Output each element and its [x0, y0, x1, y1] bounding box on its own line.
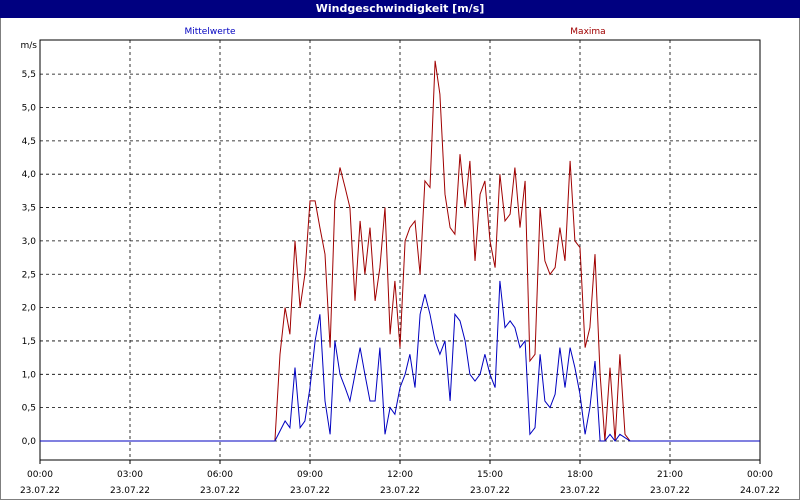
y-tick-label: 0,5	[22, 404, 36, 414]
y-tick-label: 4,0	[22, 170, 37, 180]
labels: 0,0 0,5 1,0 1,5 2,0 2,5 3,0 3,5 4,0 4,5 5,0 5,5 m/s 0…	[20, 27, 780, 496]
y-tick-label: 5,5	[22, 70, 36, 80]
x-tick-time: 06:00	[207, 470, 233, 480]
y-tick-label: 3,5	[22, 204, 36, 214]
chart-title: Windgeschwindigkeit [m/s]	[0, 0, 800, 18]
x-tick-date: 23.07.22	[560, 486, 600, 496]
y-tick-label: 3,0	[22, 237, 37, 247]
x-tick-time: 12:00	[387, 470, 413, 480]
y-tick-label: 5,0	[22, 104, 37, 114]
x-tick-date: 23.07.22	[380, 486, 420, 496]
x-tick-date: 24.07.22	[740, 486, 780, 496]
x-tick-time: 00:00	[27, 470, 53, 480]
x-tick-time: 09:00	[297, 470, 323, 480]
x-tick-time: 03:00	[117, 470, 143, 480]
y-tick-label: 0,0	[22, 437, 37, 447]
x-tick-time: 21:00	[657, 470, 683, 480]
x-tick-time: 18:00	[567, 470, 593, 480]
axes	[39, 39, 761, 464]
series-line-mean	[40, 280, 760, 442]
y-tick-label: 2,5	[22, 270, 36, 280]
x-tick-date: 23.07.22	[470, 486, 510, 496]
y-axis-label: m/s	[21, 41, 38, 51]
series-line-max	[40, 60, 760, 442]
x-tick-date: 23.07.22	[290, 486, 330, 496]
grid	[40, 40, 760, 460]
x-tick-date: 23.07.22	[650, 486, 690, 496]
legend-max: Maxima	[570, 27, 605, 37]
x-tick-time: 00:00	[747, 470, 773, 480]
series	[40, 60, 760, 442]
x-tick-date: 23.07.22	[20, 486, 60, 496]
legend-mean: Mittelwerte	[184, 27, 235, 37]
x-tick-date: 23.07.22	[110, 486, 150, 496]
x-tick-date: 23.07.22	[200, 486, 240, 496]
y-tick-label: 1,0	[22, 370, 37, 380]
y-tick-label: 4,5	[22, 137, 36, 147]
y-tick-label: 2,0	[22, 304, 37, 314]
x-tick-time: 15:00	[477, 470, 503, 480]
y-tick-label: 1,5	[22, 337, 36, 347]
